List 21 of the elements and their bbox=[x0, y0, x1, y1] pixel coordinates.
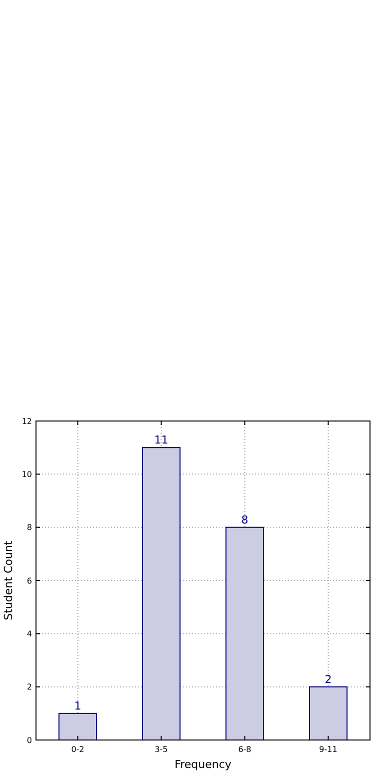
bar bbox=[225, 526, 264, 740]
x-tick-label: 3-5 bbox=[154, 745, 168, 754]
x-tick-label: 0-2 bbox=[71, 745, 84, 754]
bar bbox=[308, 686, 348, 740]
y-tick-label: 8 bbox=[26, 523, 32, 532]
data-label: 8 bbox=[241, 513, 248, 526]
x-axis-title: Frequency bbox=[174, 758, 232, 771]
bar bbox=[142, 447, 181, 740]
data-label: 11 bbox=[154, 434, 168, 447]
y-tick-label: 4 bbox=[26, 629, 32, 638]
x-tick-label: 6-8 bbox=[238, 745, 252, 754]
y-tick-label: 10 bbox=[22, 470, 32, 479]
x-tick-label: 9-11 bbox=[319, 745, 338, 754]
y-tick-label: 6 bbox=[26, 576, 32, 586]
y-tick-label: 2 bbox=[26, 682, 32, 692]
data-label: 1 bbox=[74, 699, 82, 712]
y-axis-title: Student Count bbox=[2, 540, 15, 620]
y-tick-label: 12 bbox=[22, 416, 32, 426]
data-label: 2 bbox=[324, 672, 332, 686]
bar bbox=[58, 712, 98, 740]
y-tick-label: 0 bbox=[26, 736, 32, 745]
